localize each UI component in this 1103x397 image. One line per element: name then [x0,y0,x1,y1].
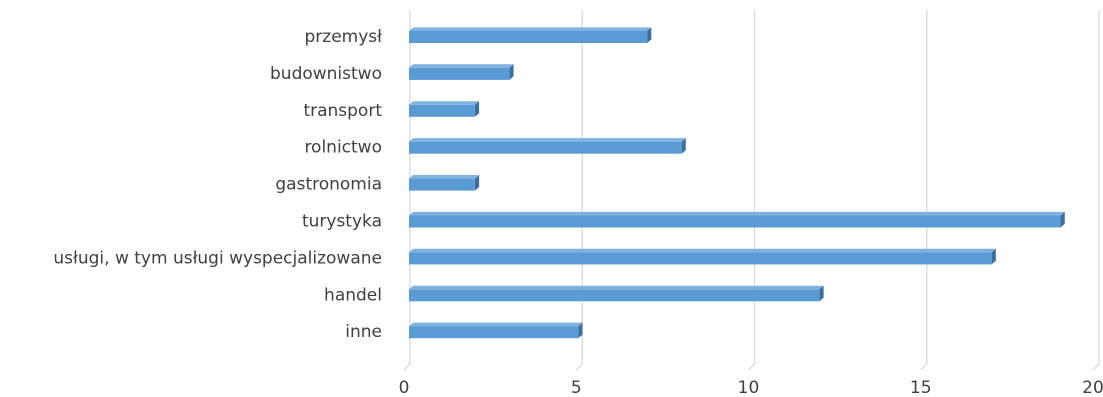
bar-front-face [409,67,510,80]
bar-front-face [409,252,992,265]
bar-top-face [409,27,652,31]
bar-top-face [409,101,480,105]
gridline [1092,10,1100,371]
x-tick-label: 10 [738,378,760,397]
bar-top-face [409,285,824,290]
bar-side-face [647,27,652,43]
bar-side-face [819,285,824,302]
x-tick-label: 15 [910,378,932,397]
bar-front-face [409,215,1061,228]
gridline [920,10,928,371]
category-label: inne [345,322,382,342]
x-axis-tick-labels: 0 5 10 15 20 [399,378,1103,397]
bar-top-face [409,138,686,142]
bar [409,64,514,80]
bar-top-face [409,64,514,68]
category-label: transport [303,101,382,121]
bar-side-face [991,248,996,265]
category-label: przemysł [305,27,383,47]
category-label: rolnictwo [304,138,382,158]
category-labels: przemysł budownistwo transport rolnictwo gas… [53,27,382,342]
bar [409,211,1065,228]
category-label: budownistwo [270,64,382,84]
bar-side-face [1060,211,1065,228]
bar-front-face [409,104,475,117]
x-tick-label: 5 [571,378,582,397]
bar-side-face [578,322,583,339]
bar [409,322,583,339]
bar [409,285,824,302]
gridlines [403,10,1100,371]
bar-side-face [474,101,480,117]
bar [409,27,652,43]
gridline [403,10,411,371]
bar-front-face [409,289,820,302]
bar-front-face [409,178,475,191]
gridline [575,10,583,371]
bar-side-face [474,175,480,191]
x-tick-label: 20 [1082,378,1103,397]
category-label: handel [324,285,382,305]
x-tick-label: 0 [399,378,410,397]
category-label: usługi, w tym usługi wyspecjalizowane [53,248,382,268]
bar-top-face [409,248,996,253]
category-label: gastronomia [275,175,382,195]
bar [409,138,686,154]
bar [409,175,480,191]
gridline [748,10,756,371]
category-label: turystyka [302,212,382,232]
bar [409,101,480,117]
bar-side-face [509,64,514,80]
bar-top-face [409,322,583,327]
bar [409,248,996,265]
bar-side-face [681,138,686,154]
bar-front-face [409,141,682,154]
bar-top-face [409,175,480,179]
bar-top-face [409,211,1065,216]
bars [409,27,1065,339]
bar-front-face [409,31,648,43]
bar-front-face [409,326,579,339]
